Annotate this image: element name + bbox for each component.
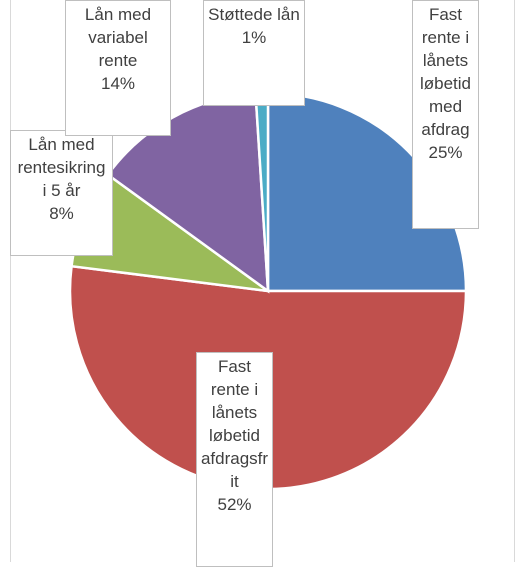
category-label: Fast rente i lånets løbetid med afdrag (419, 5, 472, 139)
value-label: 1% (241, 28, 267, 47)
value-label: 14% (100, 74, 136, 93)
category-label: Lån med variabel rente (84, 5, 152, 70)
category-label: Støttede lån (208, 5, 300, 24)
category-label: Fast rente i lånets løbetid afdragsfrit (200, 357, 269, 491)
value-label: 52% (217, 495, 252, 514)
value-label: 8% (49, 204, 74, 223)
value-label: 25% (428, 143, 463, 162)
data-label: Fast rente i lånets løbetid med afdrag 25… (412, 0, 479, 229)
data-label: Lån med variabel rente 14% (65, 0, 171, 136)
data-label: Fast rente i lånets løbetid afdragsfrit 5… (196, 352, 273, 567)
category-label: Lån med rentesikring i 5 år (17, 135, 106, 200)
data-label: Støttede lån 1% (203, 0, 305, 106)
data-label: Lån med rentesikring i 5 år 8% (10, 130, 113, 256)
